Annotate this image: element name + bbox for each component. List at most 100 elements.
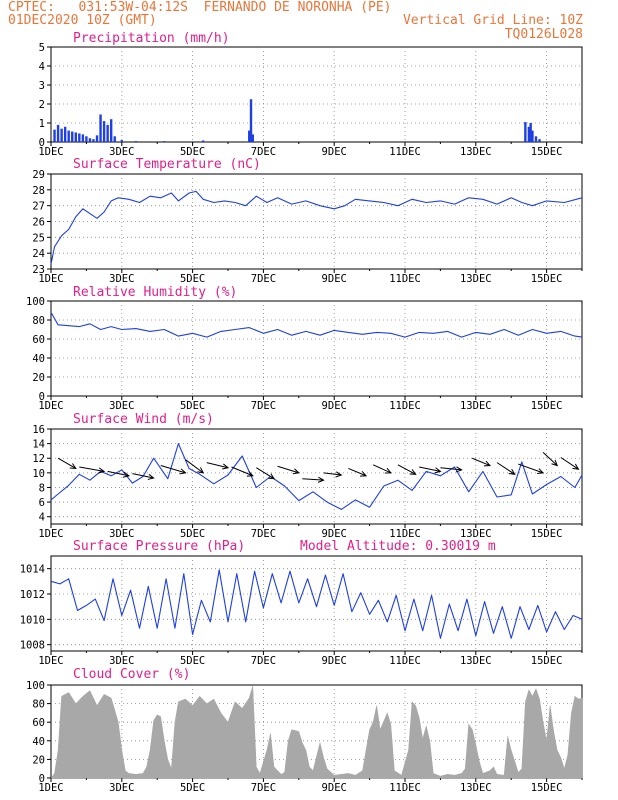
wind-arrow-head [483,460,492,467]
wind-arrow [496,462,516,475]
wind-arrow-head [551,459,559,467]
wind-arrow-shaft [542,452,558,466]
wind-arrow-head [409,469,417,475]
wind-arrow-head [69,463,77,470]
wind-arrow-shaft [372,464,392,474]
wind-arrow-head [246,470,254,477]
wind-arrow [302,476,325,483]
precipitation-ytick-label: 3 [39,80,45,92]
wind-arrow-shaft [79,466,105,472]
relative-humidity-line [50,312,583,338]
precipitation-xtick-label: 11DEC [389,146,421,158]
wind-arrow-head [508,468,516,475]
precipitation-ytick-label: 5 [39,42,45,54]
wind-arrow-shaft [472,457,491,467]
surface-wind-xtick-label: 15DEC [531,528,563,540]
precipitation-bar [529,123,532,142]
surface-wind-ytick-label: 10 [32,468,45,480]
wind-arrow-head [222,463,230,470]
surface-temperature-title: Surface Temperature (nC) [73,157,261,172]
relative-humidity-xtick-label: 13DEC [460,400,492,412]
wind-arrow-shaft [419,466,441,472]
wind-arrow [542,452,559,467]
relative-humidity-title: Relative Humidity (%) [73,285,237,300]
wind-arrow [231,466,254,477]
relative-humidity-ytick-label: 80 [32,315,45,327]
precipitation-bar [78,133,81,142]
relative-humidity-xtick-label: 3DEC [109,400,134,412]
cloud-cover-xtick-label: 13DEC [460,782,492,794]
wind-arrow-head [455,466,463,473]
surface-temperature-xtick-label: 15DEC [531,273,563,285]
wind-arrow-head [360,470,368,477]
wind-arrow [57,457,77,470]
surface-temperature-line [50,190,583,265]
precipitation-bar [60,128,63,142]
cloud-cover-ytick-label: 80 [32,699,45,711]
surface-wind-xtick-label: 9DEC [322,528,347,540]
wind-arrow-shaft [496,462,516,475]
surface-wind-panel: Surface Wind (m/s) 4 6 8 10 12 14 16 1DEC 3DEC 5DE… [32,412,583,540]
surface-wind-frame [50,428,583,525]
relative-humidity-panel: Relative Humidity (%) 0 20 40 60 80 100 1DEC 3DE… [26,285,583,412]
wind-arrow-head [317,476,325,483]
surface-temperature-frame [50,173,583,270]
wind-arrow-head [122,471,131,478]
station-header: CPTEC: 031:53W-04:12S FERNANDO DE NORONH… [8,0,392,15]
cloud-cover-ytick-label: 100 [26,680,45,692]
surface-wind-ytick-label: 16 [32,424,45,436]
surface-wind-ytick-label: 14 [32,439,45,451]
precipitation-bar [527,126,531,142]
precipitation-bar [95,135,99,142]
relative-humidity-xtick-label: 9DEC [322,400,347,412]
wind-arrow-shaft [397,464,416,475]
surface-wind-ytick-label: 8 [39,482,45,494]
precipitation-bar [88,138,92,142]
precipitation-bar [63,126,67,142]
precipitation-bar [74,132,77,142]
precipitation-bar [248,130,251,142]
cloud-cover-ytick-label: 40 [32,736,45,748]
surface-wind-line [50,443,583,510]
wind-arrow-head [434,467,442,474]
wind-arrow [132,473,155,480]
cloud-cover-title: Cloud Cover (%) [73,667,190,682]
precipitation-bar [102,121,106,142]
surface-pressure-ytick-label: 1010 [20,614,45,626]
surface-wind-title: Surface Wind (m/s) [73,412,214,427]
surface-pressure-line [50,569,583,639]
cloud-cover-ytick-label: 60 [32,717,45,729]
cloud-cover-ytick-label: 20 [32,754,45,766]
precipitation-bar [524,122,527,142]
wind-arrow [185,459,205,474]
wind-arrow-shaft [57,457,77,469]
precipitation-xtick-label: 5DEC [180,146,205,158]
wind-arrow [256,467,275,480]
grid-note: Vertical Grid Line: 10Z [402,13,583,28]
precipitation-bar [113,136,116,142]
wind-arrow-shaft [518,463,544,474]
precipitation-ytick-label: 1 [39,118,45,130]
wind-arrow [560,457,580,470]
surface-temperature-xtick-label: 13DEC [460,273,492,285]
relative-humidity-xtick-label: 15DEC [531,400,563,412]
cloud-cover-panel: Cloud Cover (%) 0 20 40 60 80 100 1DEC 3DEC 5DEC 7… [26,667,583,794]
surface-temperature-ytick-label: 25 [32,232,45,244]
surface-pressure-subtitle: Model Altitude: 0.30019 m [300,539,496,554]
relative-humidity-ytick-label: 0 [39,391,45,403]
wind-arrow [323,471,343,478]
precipitation-bar [67,130,70,142]
surface-pressure-frame [50,555,583,652]
surface-pressure-ytick-label: 1008 [20,640,45,652]
precipitation-xtick-label: 15DEC [531,146,563,158]
surface-pressure-ytick-label: 1014 [20,564,45,576]
precipitation-title: Precipitation (mm/h) [73,31,230,46]
surface-temperature-ytick-label: 28 [32,185,45,197]
surface-temperature-xtick-label: 7DEC [251,273,276,285]
surface-wind-ytick-label: 4 [39,512,45,524]
precipitation-bar [53,129,56,142]
cloud-cover-area [50,685,583,779]
cloud-cover-xtick-label: 5DEC [180,782,205,794]
surface-pressure-xtick-label: 3DEC [109,655,134,667]
surface-wind-xtick-label: 3DEC [109,528,134,540]
